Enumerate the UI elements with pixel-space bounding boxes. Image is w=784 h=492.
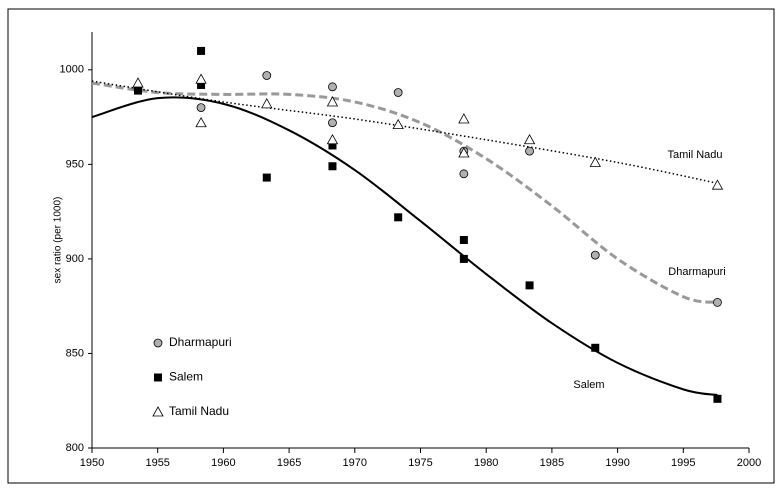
point <box>459 254 468 263</box>
point <box>328 82 337 92</box>
point <box>525 146 534 156</box>
trend-label: Tamil Nadu <box>667 149 722 161</box>
point <box>459 169 469 179</box>
legend-label: Salem <box>169 370 203 384</box>
y-axis-title: sex ratio (per 1000) <box>53 197 64 284</box>
point <box>195 73 207 84</box>
point <box>713 297 722 307</box>
point <box>197 46 206 55</box>
point <box>328 118 337 128</box>
point <box>459 236 468 244</box>
point <box>195 116 207 128</box>
trend-line <box>91 96 718 397</box>
x-tick-label: 1960 <box>211 457 235 469</box>
y-tick-label: 1000 <box>60 64 84 76</box>
point <box>591 343 600 352</box>
point <box>458 147 470 158</box>
point <box>326 133 339 145</box>
point <box>393 88 403 97</box>
x-tick-label: 1980 <box>474 457 498 469</box>
y-tick-label: 950 <box>66 158 84 170</box>
x-tick-label: 1995 <box>671 457 695 469</box>
chart-frame <box>7 8 775 484</box>
legend-marker <box>154 373 162 382</box>
point <box>133 86 142 95</box>
x-tick-label: 1965 <box>277 457 301 469</box>
point <box>525 281 534 290</box>
x-tick-label: 1985 <box>540 457 564 469</box>
point <box>711 179 724 190</box>
x-tick-label: 2000 <box>737 457 761 469</box>
point <box>328 141 337 150</box>
point <box>328 162 337 171</box>
point <box>523 133 536 145</box>
trend-label: Salem <box>573 379 604 391</box>
point <box>261 98 273 109</box>
point <box>713 394 722 403</box>
x-tick-label: 1975 <box>408 457 432 469</box>
y-tick-label: 900 <box>66 253 84 265</box>
point <box>394 213 403 222</box>
point <box>589 156 601 167</box>
y-tick-label: 800 <box>66 442 84 454</box>
x-tick-label: 1955 <box>145 457 169 469</box>
point <box>590 250 600 260</box>
point <box>197 80 206 89</box>
point <box>326 96 339 107</box>
point <box>132 77 144 88</box>
trend-label: Dharmapuri <box>668 266 725 278</box>
legend-marker <box>152 406 164 417</box>
x-tick-label: 1990 <box>605 457 629 469</box>
x-tick-label: 1970 <box>343 457 367 469</box>
point <box>196 103 206 113</box>
trend-line <box>91 81 718 304</box>
legend-marker <box>153 338 163 348</box>
point <box>262 71 272 80</box>
legend-label: Tamil Nadu <box>169 404 229 418</box>
legend-label: Dharmapuri <box>169 335 232 349</box>
trend-line <box>91 80 718 185</box>
point <box>392 118 404 130</box>
y-tick-label: 850 <box>66 347 84 359</box>
point <box>262 173 271 182</box>
x-tick-label: 1950 <box>80 457 104 469</box>
point <box>458 113 470 124</box>
